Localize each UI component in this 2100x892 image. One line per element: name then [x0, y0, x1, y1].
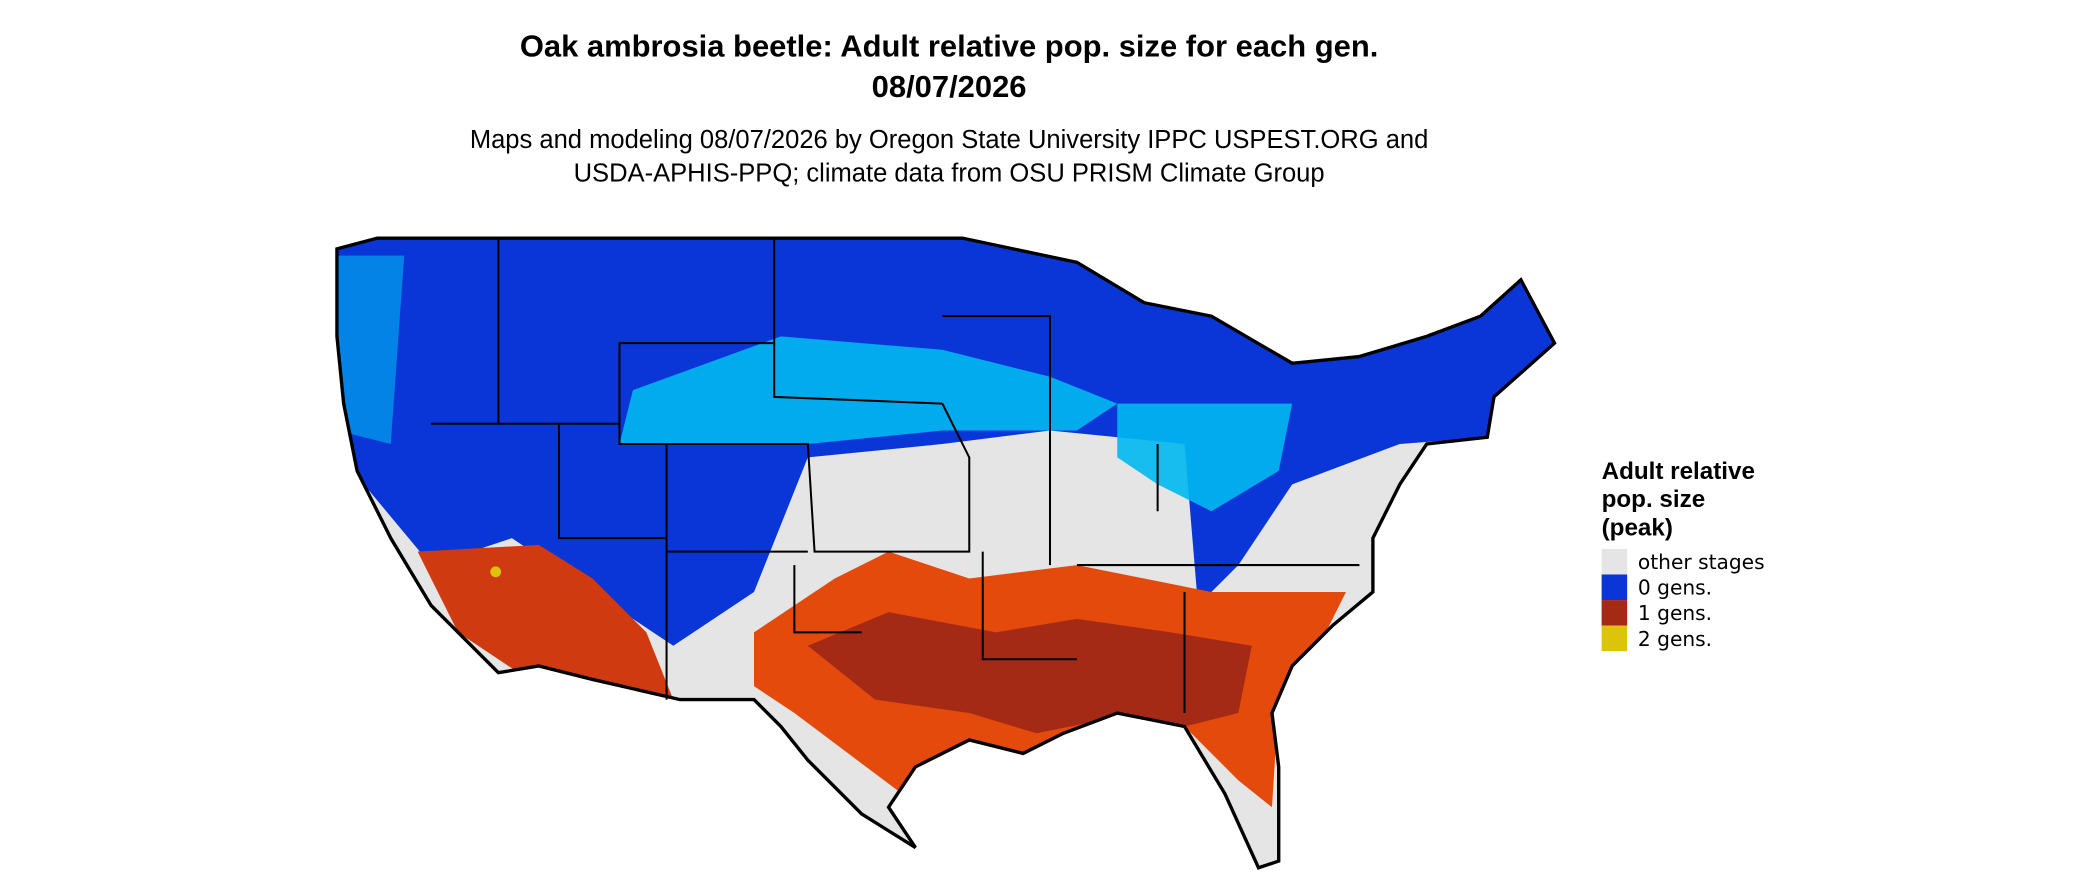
legend-swatch — [1601, 625, 1628, 652]
legend-title: pop. size — [1602, 486, 1706, 513]
legend-swatch — [1601, 600, 1628, 626]
title: Oak ambrosia beetle: Adult relative pop.… — [520, 29, 1378, 64]
legend-label: other stages — [1638, 550, 1765, 574]
legend-label: 0 gens. — [1638, 576, 1712, 600]
title: 08/07/2026 — [872, 69, 1027, 104]
legend-title: (peak) — [1602, 514, 1673, 541]
legend-title: Adult relative — [1602, 458, 1755, 485]
legend-swatch — [1601, 548, 1628, 575]
subtitle: Maps and modeling 08/07/2026 by Oregon S… — [470, 126, 1429, 154]
subtitle: USDA-APHIS-PPQ; climate data from OSU PR… — [574, 160, 1325, 188]
state-lines — [335, 236, 1557, 870]
legend-swatch — [1601, 574, 1628, 601]
legend-label: 1 gens. — [1638, 601, 1712, 625]
legend-label: 2 gens. — [1638, 627, 1712, 651]
